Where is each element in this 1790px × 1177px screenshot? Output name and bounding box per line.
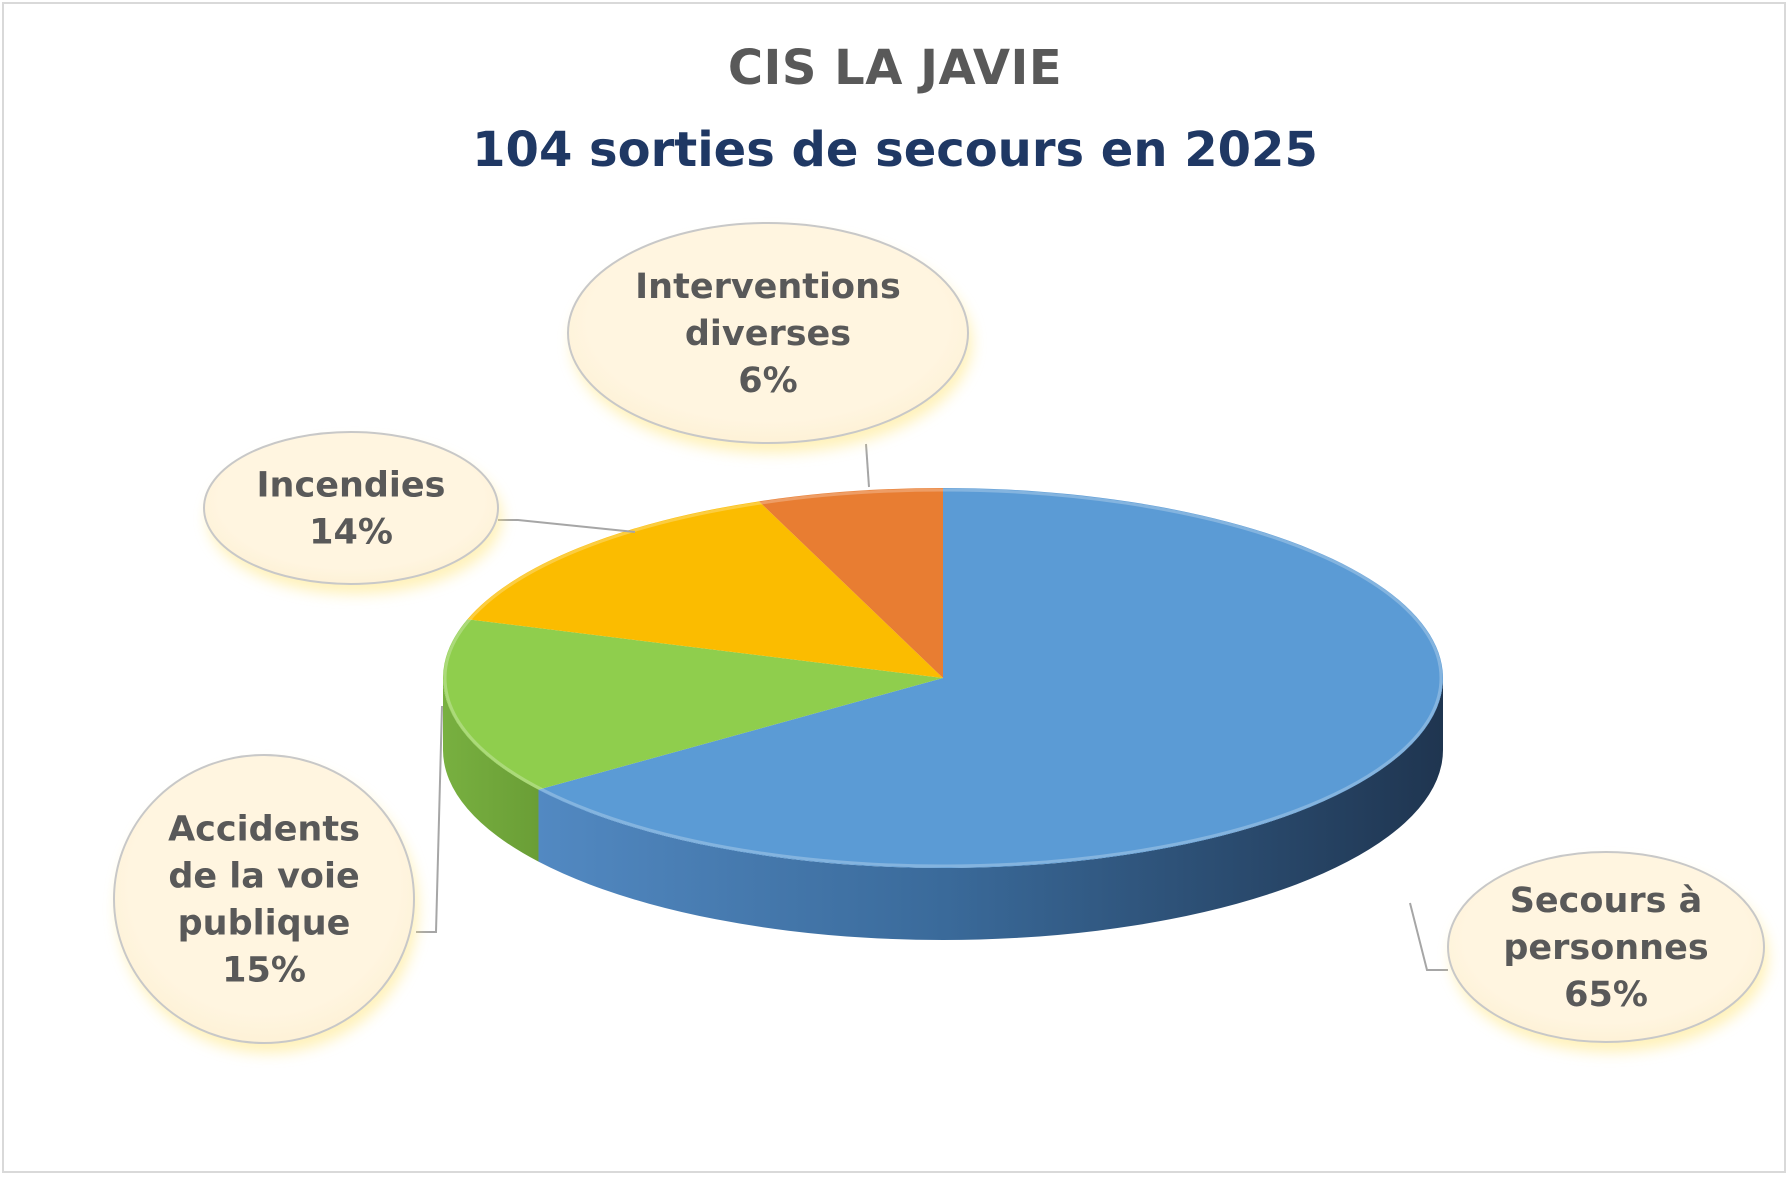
data-label-bubble-1 — [113, 754, 415, 1044]
data-label-name-3-0: Interventions — [635, 267, 901, 307]
pie-slice-side-0 — [538, 678, 1443, 940]
data-label-value-2: 14% — [309, 513, 393, 553]
pie-slice-0 — [538, 488, 1443, 868]
chart-subtitle: 104 sorties de secours en 2025 — [472, 122, 1318, 178]
data-label-bubble-3 — [567, 222, 969, 444]
data-label-bubble-2 — [203, 431, 499, 585]
data-label-name-2-0: Incendies — [257, 466, 446, 506]
pie-slice-1 — [442, 619, 943, 790]
pie-slice-2 — [467, 501, 943, 678]
leader-line-0 — [1409, 902, 1448, 971]
pie-slice-3 — [758, 488, 943, 678]
data-label-value-0: 65% — [1564, 975, 1648, 1015]
data-label-value-1: 15% — [222, 951, 306, 991]
pie-slice-side-1 — [443, 678, 539, 862]
leader-line-1 — [416, 705, 443, 933]
pie-rim — [443, 488, 1443, 868]
data-label-bubble-0 — [1447, 851, 1765, 1043]
data-label-name-1-0: Accidents — [168, 810, 360, 850]
data-label-name-1-2: publique — [178, 904, 351, 944]
data-label-name-1-1: de la voie — [168, 857, 359, 897]
chart-title: CIS LA JAVIE — [727, 40, 1063, 96]
leader-line-2 — [498, 519, 636, 533]
data-label-name-3-1: diverses — [685, 314, 851, 354]
data-label-name-0-0: Secours à — [1510, 881, 1703, 921]
leader-line-3 — [865, 443, 870, 488]
data-label-value-3: 6% — [738, 361, 797, 401]
data-label-name-0-1: personnes — [1503, 928, 1708, 968]
